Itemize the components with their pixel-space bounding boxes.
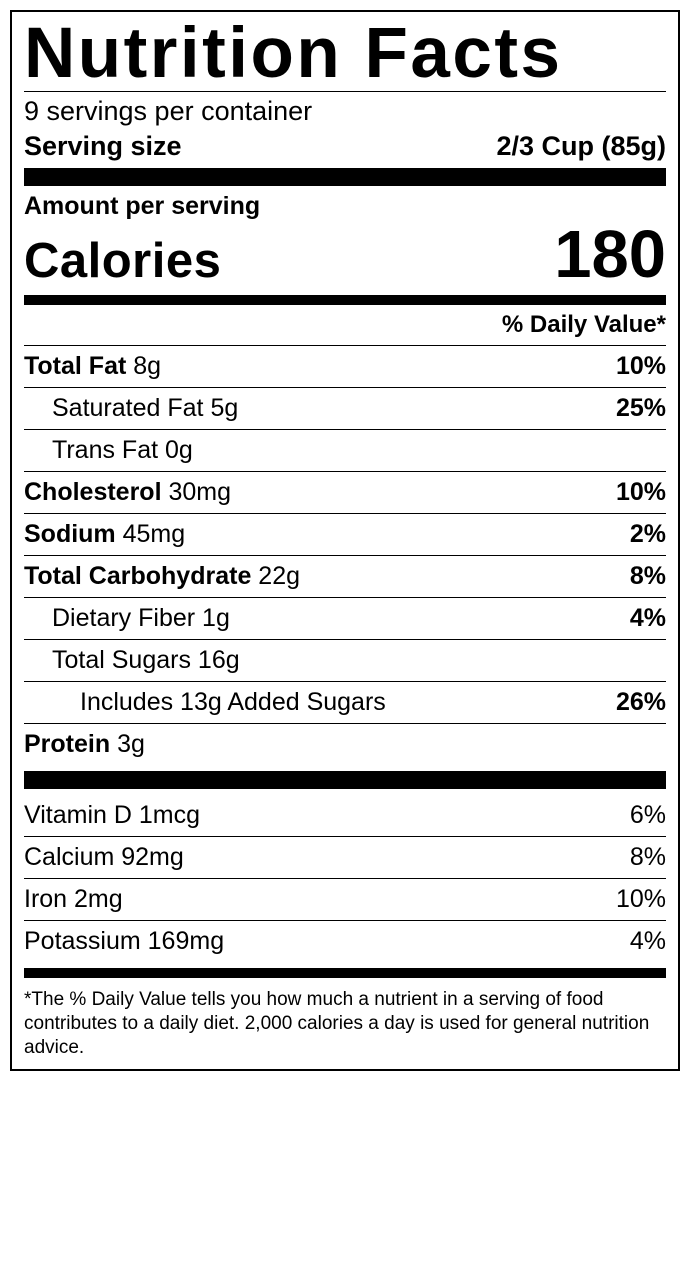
trans-fat-name: Trans Fat	[52, 436, 158, 464]
calcium-row: Calcium 92mg 8%	[24, 836, 666, 878]
total-sugars-name: Total Sugars	[52, 646, 191, 674]
iron-row: Iron 2mg 10%	[24, 878, 666, 920]
nutrition-facts-label: Nutrition Facts 9 servings per container…	[10, 10, 680, 1071]
thick-divider	[24, 168, 666, 186]
sodium-row: Sodium 45mg 2%	[24, 513, 666, 555]
carbohydrate-name: Total Carbohydrate	[24, 562, 251, 590]
sodium-name: Sodium	[24, 520, 116, 548]
calcium-dv: 8%	[630, 843, 666, 872]
cholesterol-name: Cholesterol	[24, 478, 162, 506]
med-divider	[24, 295, 666, 305]
trans-fat-amount: 0g	[165, 436, 193, 464]
total-fat-dv: 10%	[616, 352, 666, 381]
total-sugars-row: Total Sugars 16g	[24, 639, 666, 681]
calcium-text: Calcium 92mg	[24, 843, 184, 872]
fiber-dv: 4%	[630, 604, 666, 633]
servings-per-container: 9 servings per container	[24, 96, 666, 127]
med-divider	[24, 968, 666, 978]
potassium-row: Potassium 169mg 4%	[24, 920, 666, 962]
added-sugars-row: Includes 13g Added Sugars 26%	[24, 681, 666, 723]
total-fat-row: Total Fat 8g 10%	[24, 345, 666, 387]
total-sugars-amount: 16g	[198, 646, 240, 674]
carbohydrate-dv: 8%	[630, 562, 666, 591]
dv-header: % Daily Value*	[24, 311, 666, 339]
vitamin-d-row: Vitamin D 1mcg 6%	[24, 795, 666, 836]
carbohydrate-amount: 22g	[258, 562, 300, 590]
cholesterol-row: Cholesterol 30mg 10%	[24, 471, 666, 513]
fiber-name: Dietary Fiber	[52, 604, 195, 632]
serving-size-row: Serving size 2/3 Cup (85g)	[24, 131, 666, 162]
potassium-dv: 4%	[630, 927, 666, 956]
iron-text: Iron 2mg	[24, 885, 123, 914]
calories-row: Calories 180	[24, 221, 666, 289]
protein-name: Protein	[24, 730, 110, 758]
fiber-row: Dietary Fiber 1g 4%	[24, 597, 666, 639]
total-fat-name: Total Fat	[24, 352, 126, 380]
calories-label: Calories	[24, 233, 221, 289]
thick-divider	[24, 771, 666, 789]
sodium-amount: 45mg	[123, 520, 186, 548]
iron-dv: 10%	[616, 885, 666, 914]
potassium-text: Potassium 169mg	[24, 927, 224, 956]
saturated-fat-amount: 5g	[210, 394, 238, 422]
saturated-fat-row: Saturated Fat 5g 25%	[24, 387, 666, 429]
sodium-dv: 2%	[630, 520, 666, 549]
added-sugars-dv: 26%	[616, 688, 666, 717]
cholesterol-dv: 10%	[616, 478, 666, 507]
serving-size-label: Serving size	[24, 131, 182, 162]
saturated-fat-name: Saturated Fat	[52, 394, 203, 422]
cholesterol-amount: 30mg	[168, 478, 231, 506]
title: Nutrition Facts	[24, 18, 666, 89]
vitamin-d-text: Vitamin D 1mcg	[24, 801, 200, 830]
protein-amount: 3g	[117, 730, 145, 758]
added-sugars-text: Includes 13g Added Sugars	[24, 688, 386, 717]
serving-size-value: 2/3 Cup (85g)	[496, 131, 666, 162]
trans-fat-row: Trans Fat 0g	[24, 429, 666, 471]
protein-row: Protein 3g	[24, 723, 666, 765]
total-fat-amount: 8g	[133, 352, 161, 380]
saturated-fat-dv: 25%	[616, 394, 666, 423]
fiber-amount: 1g	[202, 604, 230, 632]
carbohydrate-row: Total Carbohydrate 22g 8%	[24, 555, 666, 597]
vitamin-d-dv: 6%	[630, 801, 666, 830]
calories-value: 180	[554, 221, 666, 288]
footnote: *The % Daily Value tells you how much a …	[24, 984, 666, 1059]
